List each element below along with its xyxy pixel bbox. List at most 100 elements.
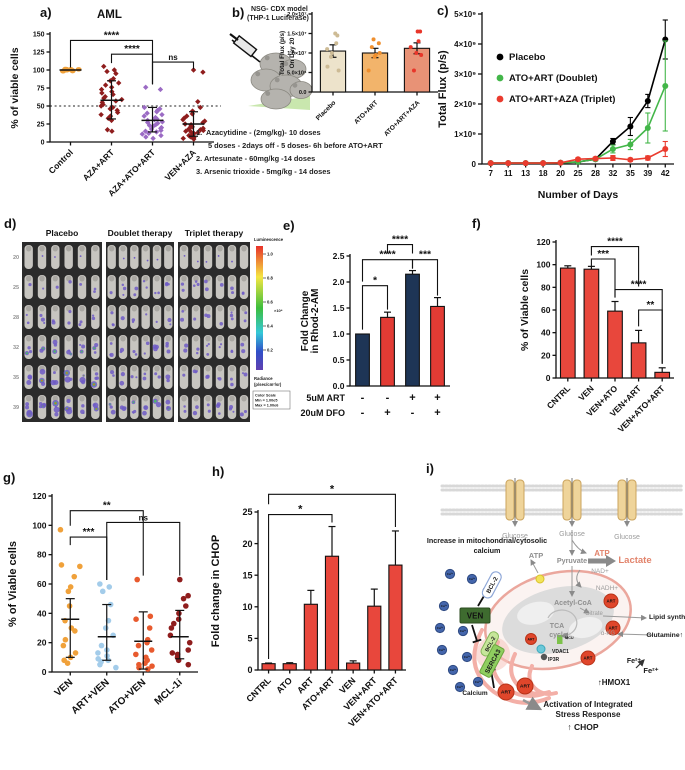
svg-text:% of viable cells: % of viable cells <box>9 47 21 128</box>
mouse-grid-2 <box>178 242 250 422</box>
svg-text:ATO: ATO <box>274 675 294 695</box>
svg-text:Ca²⁺: Ca²⁺ <box>460 629 467 633</box>
calcium-ion-icon <box>457 625 469 637</box>
svg-text:Ca²⁺: Ca²⁺ <box>464 655 471 659</box>
svg-text:1.5×10⁷: 1.5×10⁷ <box>287 31 307 37</box>
svg-text:28: 28 <box>591 169 600 178</box>
svg-text:0.4: 0.4 <box>267 324 273 329</box>
panel-g-tag: g) <box>3 470 16 485</box>
label-glucose2: Glucose <box>559 531 585 538</box>
svg-text:25: 25 <box>13 285 19 291</box>
svg-text:0.0: 0.0 <box>299 90 307 96</box>
svg-text:+: + <box>434 407 440 419</box>
svg-text:4×10⁹: 4×10⁹ <box>454 40 476 49</box>
svg-text:ART: ART <box>607 599 616 604</box>
svg-text:120: 120 <box>32 491 46 501</box>
c-plot: 0 1×10⁹ 2×10⁹ 3×10⁹ 4×10⁹ 5×10⁹ 7 11 13 18 20 25 28 3… <box>437 10 674 201</box>
calcium-ion-icon <box>461 651 473 663</box>
svg-text:ATO+ART+AZA (Triplet): ATO+ART+AZA (Triplet) <box>509 94 615 105</box>
svg-text:0.6: 0.6 <box>267 300 273 305</box>
svg-text:Luminescence: Luminescence <box>254 237 284 242</box>
label-calcium: Calcium <box>462 690 488 697</box>
panel-h-tag: h) <box>212 464 225 479</box>
svg-text:Placebo: Placebo <box>315 99 338 122</box>
label-inc1: Increase in mitochondrial/cytosolic <box>427 536 547 545</box>
panel-d-imaging: Placebo Doublet therapy Triplet therapy 20 2… <box>13 228 291 422</box>
svg-text:2.5: 2.5 <box>333 251 345 261</box>
svg-text:0.8: 0.8 <box>267 276 273 281</box>
svg-text:*: * <box>330 483 335 495</box>
calcium-ion-icon <box>434 622 446 634</box>
svg-text:150: 150 <box>33 32 45 39</box>
svg-text:VEN+AZA: VEN+AZA <box>163 147 198 182</box>
svg-text:ATO+ART: ATO+ART <box>353 99 379 125</box>
art-drug-icon <box>580 650 596 666</box>
label-ip3r: IP3R <box>548 657 560 663</box>
svg-text:Ca²⁺: Ca²⁺ <box>441 604 448 608</box>
svg-text:-: - <box>411 407 415 419</box>
svg-text:Ca²⁺: Ca²⁺ <box>469 577 476 581</box>
svg-text:120: 120 <box>536 237 550 247</box>
svg-text:2.0×10⁷: 2.0×10⁷ <box>287 12 307 18</box>
label-tca2: cycle <box>549 632 567 639</box>
svg-text:11: 11 <box>504 169 513 178</box>
svg-text:Ca²⁺: Ca²⁺ <box>447 572 454 576</box>
svg-text:60: 60 <box>37 579 47 589</box>
svg-text:Placebo: Placebo <box>509 52 546 63</box>
svg-text:Radiance: Radiance <box>254 376 273 381</box>
svg-text:-: - <box>361 407 365 419</box>
svg-text:0.2: 0.2 <box>267 348 273 353</box>
svg-text:Fold Change: Fold Change <box>300 290 311 351</box>
label-mcu: MCU <box>565 636 574 640</box>
svg-text:ART: ART <box>584 656 593 661</box>
panel-b-chart: 0.0 5.0×10⁶ 1.0×10⁷ 1.5×10⁷ 2.0×10⁷ Total Flu… <box>279 12 438 138</box>
svg-text:ns: ns <box>168 53 178 62</box>
label-glucose1: Glucose <box>502 533 528 540</box>
svg-text:+: + <box>384 407 390 419</box>
svg-text:39: 39 <box>13 405 19 411</box>
svg-text:0: 0 <box>472 160 477 169</box>
svg-text:ART: ART <box>527 638 535 642</box>
label-pyruvate: Pyruvate <box>557 556 587 565</box>
svg-text:1.0: 1.0 <box>267 252 273 257</box>
mouse-grid-0 <box>22 242 102 422</box>
svg-text:Ca²⁺: Ca²⁺ <box>437 626 444 630</box>
svg-text:Max = 1.00e6: Max = 1.00e6 <box>255 404 278 408</box>
svg-text:32: 32 <box>13 345 19 351</box>
f-plot: 0 20 40 60 80 100 120 % of Viable cells CNTRL VEN… <box>519 237 674 434</box>
svg-text:80: 80 <box>37 550 47 560</box>
svg-text:ATO+ART (Doublet): ATO+ART (Doublet) <box>509 73 598 84</box>
art-drug-icon <box>497 683 515 701</box>
glucose-transporter-icon <box>562 479 572 521</box>
calcium-ion-icon <box>436 644 448 656</box>
panel-a-tag: a) <box>40 5 52 20</box>
panel-a-title: AML <box>97 9 122 21</box>
label-atp_gray: ATP <box>529 551 543 560</box>
svg-text:1.5: 1.5 <box>333 303 345 313</box>
label-nad: NAD+ <box>591 568 609 575</box>
svg-text:MCL-1i: MCL-1i <box>153 677 185 708</box>
svg-text:Number of Days: Number of Days <box>538 189 619 201</box>
panel-b-tag: b) <box>232 5 245 20</box>
ip3r-channel <box>540 653 548 661</box>
svg-text:Fold change in CHOP: Fold change in CHOP <box>210 535 222 647</box>
svg-text:****: **** <box>392 234 409 246</box>
svg-text:13: 13 <box>521 169 530 178</box>
calcium-ion-icon <box>438 600 450 612</box>
panel-b-model-line1: NSG- CDX model <box>251 6 308 13</box>
label-atp_red: ATP <box>594 549 610 558</box>
svg-text:20uM DFO: 20uM DFO <box>300 408 345 418</box>
label-isr1: Activation of Integrated <box>543 700 632 709</box>
svg-text:Ca²⁺: Ca²⁺ <box>475 680 482 684</box>
svg-text:Control: Control <box>46 147 74 175</box>
svg-text:100: 100 <box>536 260 550 270</box>
svg-text:3×10⁹: 3×10⁹ <box>454 70 476 79</box>
panel-f-chart: 0 20 40 60 80 100 120 % of Viable cells CNTRL VEN… <box>519 237 674 434</box>
svg-text:39: 39 <box>643 169 652 178</box>
svg-text:CNTRL: CNTRL <box>244 675 273 704</box>
label-lactate: Lactate <box>618 555 651 566</box>
a-plot: 0 25 50 75 100 125 150 % of viable cells Control… <box>9 30 221 198</box>
svg-text:32: 32 <box>608 169 617 178</box>
